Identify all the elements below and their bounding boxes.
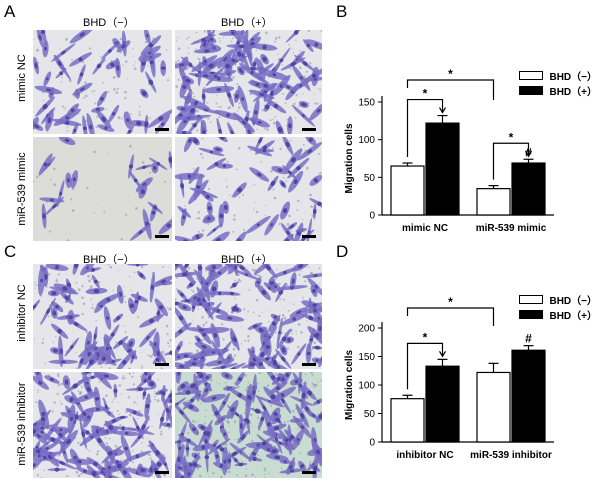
y-tick-label: 50	[364, 409, 376, 420]
y-tick-label: 50	[364, 173, 376, 184]
y-tick-label: 100	[358, 381, 375, 392]
panel-letter-c: C	[4, 242, 17, 261]
micrograph-a-mir539mimic-bhd-minus	[33, 137, 172, 241]
micrograph-c-inhibitornc-bhd-plus	[175, 264, 322, 369]
significance-bracket-between	[406, 79, 495, 100]
legend-label: BHD（+）	[549, 311, 594, 322]
y-axis-label: Migration cells	[344, 123, 355, 193]
significance-star: *	[509, 130, 514, 144]
micrograph-c-mir539inhibitor-bhd-plus	[175, 372, 322, 478]
scale-bar	[302, 363, 316, 366]
significance-bracket	[492, 142, 530, 180]
micrograph-a-mir539mimic-bhd-plus	[175, 137, 322, 241]
panel-letter-a: A	[4, 2, 16, 21]
bar-bhd-plus	[425, 365, 460, 443]
scale-bar	[155, 363, 169, 366]
significance-bracket-between	[406, 307, 495, 326]
legend-label: BHD（+）	[549, 87, 594, 98]
y-tick-label: 150	[358, 98, 375, 109]
significance-star: *	[448, 67, 453, 81]
bar-bhd-plus	[425, 122, 460, 216]
bar-bhd-minus	[476, 371, 511, 443]
bar-bhd-minus	[390, 398, 425, 443]
legend-swatch-filled	[519, 310, 544, 319]
y-tick-label: 0	[369, 211, 375, 222]
scale-bar	[302, 471, 316, 474]
scale-bar	[155, 471, 169, 474]
micrograph-c-mir539inhibitor-bhd-minus	[33, 372, 172, 478]
x-category-label: inhibitor NC	[396, 450, 453, 461]
micrograph-a-mimicnc-bhd-plus	[175, 30, 322, 134]
significance-bracket	[406, 98, 444, 158]
legend-label: BHD（−）	[549, 296, 594, 307]
legend-item: BHD（−）	[519, 292, 594, 307]
legend-swatch-open	[519, 295, 544, 304]
bar-chart-b: 0 50 100 150 Migration cells mimic NC miR-539 …	[344, 67, 554, 234]
significance-star: *	[423, 87, 428, 101]
legend-d: BHD（−） BHD（+）	[519, 292, 594, 322]
bracket-arrow	[438, 351, 447, 358]
legend-item: BHD（+）	[519, 307, 594, 322]
significance-star: *	[423, 330, 428, 344]
scale-bar	[155, 128, 169, 131]
y-tick-label: 150	[358, 352, 375, 363]
legend-item: BHD（−）	[519, 68, 594, 83]
y-tick-label: 200	[358, 324, 375, 335]
bar-bhd-plus	[511, 162, 546, 216]
bar-bhd-plus	[511, 349, 546, 443]
bar-bhd-minus	[390, 165, 425, 216]
column-label-bhd-plus: BHD（+）	[221, 254, 273, 266]
column-label-bhd-minus: BHD（−）	[83, 254, 135, 266]
bar-bhd-minus	[476, 188, 511, 216]
row-label-mir539-inhibitor: miR-539 inhibitor	[16, 382, 28, 466]
row-label-mimic-nc: mimic NC	[16, 54, 28, 102]
significance-star: *	[448, 295, 453, 309]
panel-letter-b: B	[336, 2, 348, 21]
x-category-label: miR-539 mimic	[476, 223, 547, 234]
micrograph-a-mimicnc-bhd-minus	[33, 30, 172, 134]
bar-chart-d: 0 50 100 150 200 Migration cells inhibitor NC m…	[344, 295, 554, 461]
scale-bar	[302, 235, 316, 238]
legend-swatch-open	[519, 71, 544, 80]
legend-item: BHD（+）	[519, 83, 594, 98]
legend-swatch-filled	[519, 86, 544, 95]
row-label-mir539-mimic: miR-539 mimic	[16, 152, 28, 226]
y-tick-label: 100	[358, 135, 375, 146]
y-axis-label: Migration cells	[344, 350, 355, 420]
x-category-label: mimic NC	[402, 223, 448, 234]
column-label-bhd-minus: BHD（−）	[83, 17, 135, 29]
panel-letter-d: D	[336, 242, 349, 261]
micrograph-c-inhibitornc-bhd-minus	[33, 264, 172, 369]
y-tick-label: 0	[369, 438, 375, 449]
scale-bar	[155, 235, 169, 238]
significance-hash: #	[525, 332, 532, 346]
row-label-inhibitor-nc: inhibitor NC	[16, 284, 28, 342]
bracket-arrow	[524, 150, 533, 158]
significance-bracket	[406, 342, 444, 390]
legend-b: BHD（−） BHD（+）	[519, 68, 594, 98]
bracket-arrow	[438, 107, 447, 114]
column-label-bhd-plus: BHD（+）	[221, 17, 273, 29]
scale-bar	[302, 128, 316, 131]
legend-label: BHD（−）	[549, 72, 594, 83]
x-category-label: miR-539 inhibitor	[470, 450, 552, 461]
